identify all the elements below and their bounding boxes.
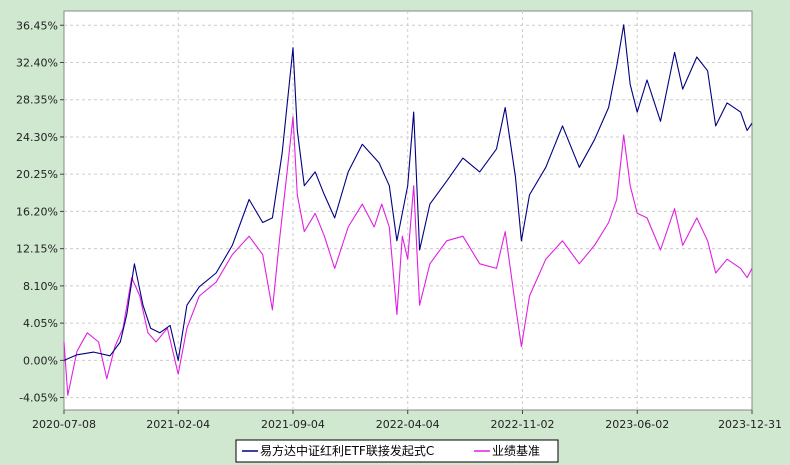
series-line-fund [63, 24, 753, 361]
x-tick-label: 2022-11-02 [491, 418, 555, 431]
x-tick-label: 2022-04-04 [376, 418, 440, 431]
y-tick-label: 4.05% [23, 317, 58, 330]
y-tick-label: 12.15% [16, 243, 58, 256]
x-axis: 2020-07-08 2021-02-04 2021-09-04 2022-04-04… [32, 410, 782, 431]
y-tick-label: 28.35% [16, 94, 58, 107]
x-tick-label: 2023-06-02 [605, 418, 669, 431]
y-tick-label: 36.45% [16, 19, 58, 32]
x-tick-label: 2023-12-31 [718, 418, 782, 431]
x-tick-label: 2020-07-08 [32, 418, 96, 431]
y-tick-label: 8.10% [23, 280, 58, 293]
y-tick-label: 32.40% [16, 56, 58, 69]
y-axis: 36.45% 32.40% 28.35% 24.30% 20.25% 16.20% 12.1… [16, 19, 64, 405]
series-lines [63, 24, 753, 396]
series-line-benchmark [63, 116, 753, 396]
legend: 易方达中证红利ETF联接发起式C 业绩基准 [235, 439, 559, 463]
legend-label-fund: 易方达中证红利ETF联接发起式C [260, 443, 434, 458]
y-tick-label: -4.05% [19, 392, 58, 405]
y-tick-label: 16.20% [16, 205, 58, 218]
x-tick-label: 2021-09-04 [261, 418, 325, 431]
x-tick-label: 2021-02-04 [146, 418, 210, 431]
y-tick-label: 20.25% [16, 168, 58, 181]
y-tick-label: 24.30% [16, 131, 58, 144]
gridlines [64, 11, 752, 410]
legend-box [235, 439, 559, 463]
legend-label-benchmark: 业绩基准 [492, 444, 540, 458]
y-tick-label: 0.00% [23, 354, 58, 367]
